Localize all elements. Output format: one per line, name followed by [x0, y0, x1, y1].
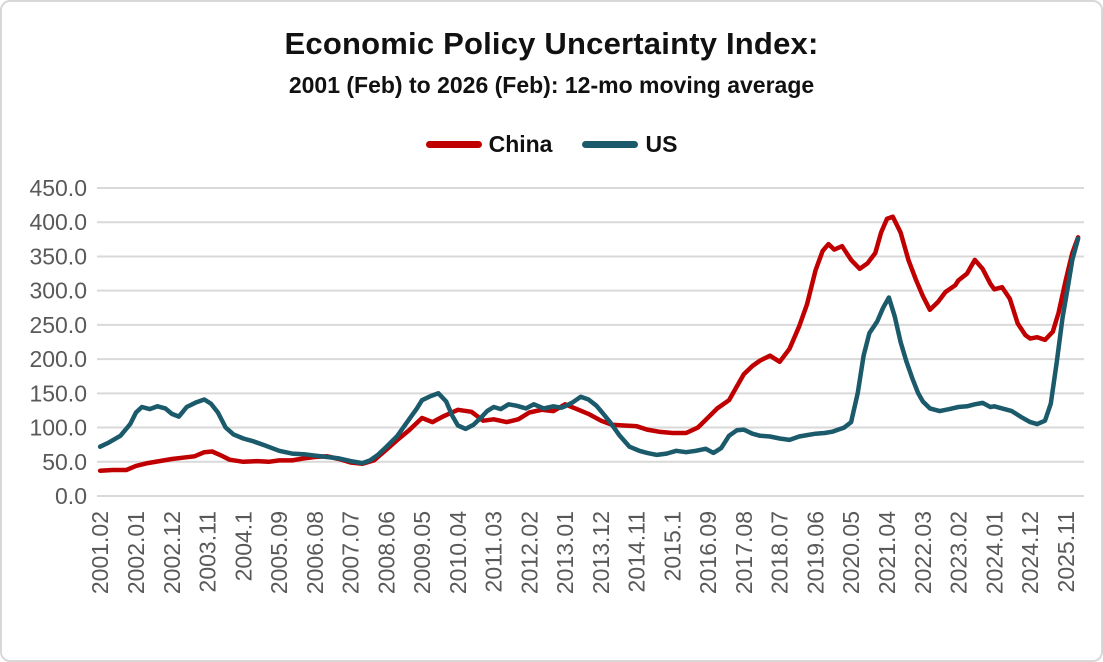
- x-axis-tick-label: 2005.09: [266, 511, 292, 594]
- x-axis-tick-label: 2025.11: [1053, 511, 1079, 592]
- y-axis-tick-label: 450.0: [29, 175, 87, 201]
- x-axis-tick-label: 2006.08: [302, 511, 328, 594]
- x-axis-tick-label: 2019.06: [802, 511, 828, 594]
- us-line-swatch-icon: [582, 141, 639, 148]
- y-axis-tick-label: 50.0: [42, 449, 87, 475]
- y-axis-tick-label: 100.0: [29, 415, 87, 441]
- x-axis-tick-label: 2022.03: [910, 511, 936, 594]
- x-axis-tick-label: 2004.1: [230, 511, 256, 581]
- x-axis-tick-label: 2010.04: [445, 511, 471, 594]
- x-axis-tick-label: 2002.01: [123, 511, 149, 594]
- x-axis-tick-label: 2007.07: [338, 511, 364, 594]
- x-axis-tick-label: 2003.11: [195, 511, 221, 592]
- x-axis-tick-label: 2016.09: [695, 511, 721, 594]
- x-axis-tick-label: 2014.11: [624, 511, 650, 592]
- legend-item-us: US: [582, 131, 677, 158]
- y-axis-tick-label: 300.0: [29, 278, 87, 304]
- x-axis-tick-label: 2023.02: [945, 511, 971, 594]
- line-chart: 0.0 50.0 100.0 150.0 200.0 250.0 300.0 350.0 400…: [29, 175, 1084, 594]
- x-axis-tick-label: 2024.12: [1017, 511, 1043, 594]
- x-axis-tick-label: 2001.02: [87, 511, 113, 594]
- x-axis-tick-label: 2009.05: [409, 511, 435, 594]
- x-axis-tick-label: 2018.07: [767, 511, 793, 594]
- plot-area-container: 0.0 50.0 100.0 150.0 200.0 250.0 300.0 350.0 400…: [2, 166, 1101, 643]
- y-axis-tick-label: 350.0: [29, 243, 87, 269]
- legend: China US: [2, 131, 1101, 158]
- x-axis-tick-label: 2013.12: [588, 511, 614, 594]
- y-axis-tick-label: 150.0: [29, 380, 87, 406]
- x-axis-tick-label: 2015.1: [659, 511, 685, 581]
- chart-title: Economic Policy Uncertainty Index:: [284, 26, 819, 61]
- x-axis-tick-label: 2024.01: [981, 511, 1007, 594]
- legend-item-china: China: [425, 131, 553, 158]
- y-axis-tick-label: 0.0: [55, 483, 87, 509]
- china-line-swatch-icon: [425, 141, 482, 148]
- y-axis-tick-label: 250.0: [29, 312, 87, 338]
- x-axis-tick-label: 2013.01: [552, 511, 578, 594]
- x-axis-tick-label: 2020.05: [838, 511, 864, 594]
- x-axis-tick-label: 2011.03: [481, 511, 507, 592]
- y-axis-tick-label: 200.0: [29, 346, 87, 372]
- legend-label-china: China: [488, 131, 553, 157]
- x-axis-tick-label: 2017.08: [731, 511, 757, 594]
- chart-subtitle: 2001 (Feb) to 2026 (Feb): 12-mo moving a…: [288, 72, 815, 98]
- legend-label-us: US: [645, 131, 678, 157]
- x-axis-tick-label: 2012.02: [516, 511, 542, 594]
- x-axis-tick-label: 2002.12: [159, 511, 185, 594]
- us-series-line: [97, 236, 1081, 466]
- y-axis-tick-label: 400.0: [29, 209, 87, 235]
- china-series-line: [97, 214, 1081, 473]
- x-axis-tick-label: 2021.04: [874, 511, 900, 594]
- x-axis-tick-label: 2008.06: [373, 511, 399, 594]
